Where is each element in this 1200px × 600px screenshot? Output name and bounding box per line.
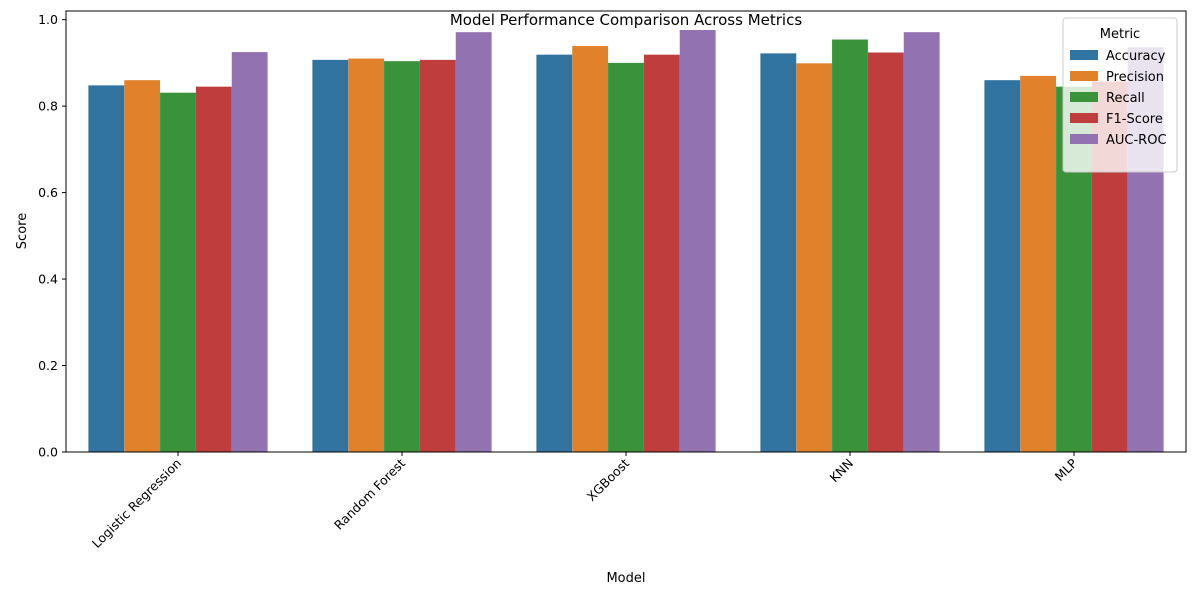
bar-recall-logistic-regression [160, 92, 196, 453]
y-tick-label: 0.8 [38, 99, 58, 114]
legend-swatch-precision [1070, 71, 1098, 81]
legend-swatch-accuracy [1070, 50, 1098, 60]
bar-recall-xgboost [608, 62, 644, 452]
legend-label-recall: Recall [1106, 91, 1145, 106]
bar-auc-roc-xgboost [679, 30, 716, 453]
bar-precision-knn [796, 63, 833, 453]
y-axis-label: Score [15, 213, 30, 249]
y-tick-label: 0.4 [38, 272, 58, 287]
bar-precision-random-forest [348, 58, 385, 453]
legend-swatch-recall [1070, 92, 1098, 102]
legend-label-f1-score: F1-Score [1106, 112, 1163, 127]
x-axis: Logistic Regression Random Forest XGBoost K… [89, 452, 1081, 551]
y-tick-label: 0.0 [38, 445, 58, 460]
x-tick-label: KNN [826, 456, 856, 486]
legend-title: Metric [1100, 27, 1140, 42]
bar-f1-score-xgboost [643, 54, 680, 453]
bar-accuracy-xgboost [536, 54, 573, 453]
bar-accuracy-random-forest [312, 59, 349, 453]
legend-swatch-auc-roc [1070, 134, 1098, 144]
bar-recall-random-forest [384, 61, 420, 453]
x-axis-label: Model [606, 571, 645, 586]
bar-auc-roc-random-forest [455, 32, 492, 452]
bar-precision-logistic-regression [124, 80, 161, 453]
y-tick-label: 0.6 [38, 185, 58, 200]
legend-swatch-f1-score [1070, 113, 1098, 123]
chart-title: Model Performance Comparison Across Metr… [450, 11, 802, 29]
y-tick-label: 1.0 [38, 12, 58, 27]
legend: Metric Accuracy Precision Recall F1-Score AU… [1062, 17, 1178, 173]
bar-f1-score-logistic-regression [195, 86, 232, 452]
x-tick-label: XGBoost [584, 455, 633, 504]
x-tick-label: MLP [1052, 455, 1081, 484]
bar-precision-xgboost [572, 46, 609, 453]
bars-group [88, 30, 1164, 453]
bar-auc-roc-knn [903, 32, 940, 452]
bar-precision-mlp [1020, 75, 1057, 452]
legend-label-precision: Precision [1106, 70, 1164, 85]
legend-label-auc-roc: AUC-ROC [1106, 133, 1167, 148]
bar-f1-score-random-forest [419, 59, 456, 453]
x-tick-label: Random Forest [331, 455, 408, 532]
bar-accuracy-knn [760, 53, 797, 453]
bar-auc-roc-logistic-regression [231, 52, 268, 452]
bar-recall-knn [832, 39, 868, 452]
bar-accuracy-logistic-regression [88, 85, 125, 453]
legend-label-accuracy: Accuracy [1106, 49, 1166, 64]
x-tick-label: Logistic Regression [89, 456, 184, 551]
y-tick-label: 0.2 [38, 358, 58, 373]
legend-items: Accuracy Precision Recall F1-Score AUC-ROC [1070, 49, 1167, 148]
bar-accuracy-mlp [984, 80, 1021, 453]
y-axis: 0.0 0.2 0.4 0.6 0.8 1.0 [38, 12, 66, 460]
bar-f1-score-knn [867, 52, 904, 452]
